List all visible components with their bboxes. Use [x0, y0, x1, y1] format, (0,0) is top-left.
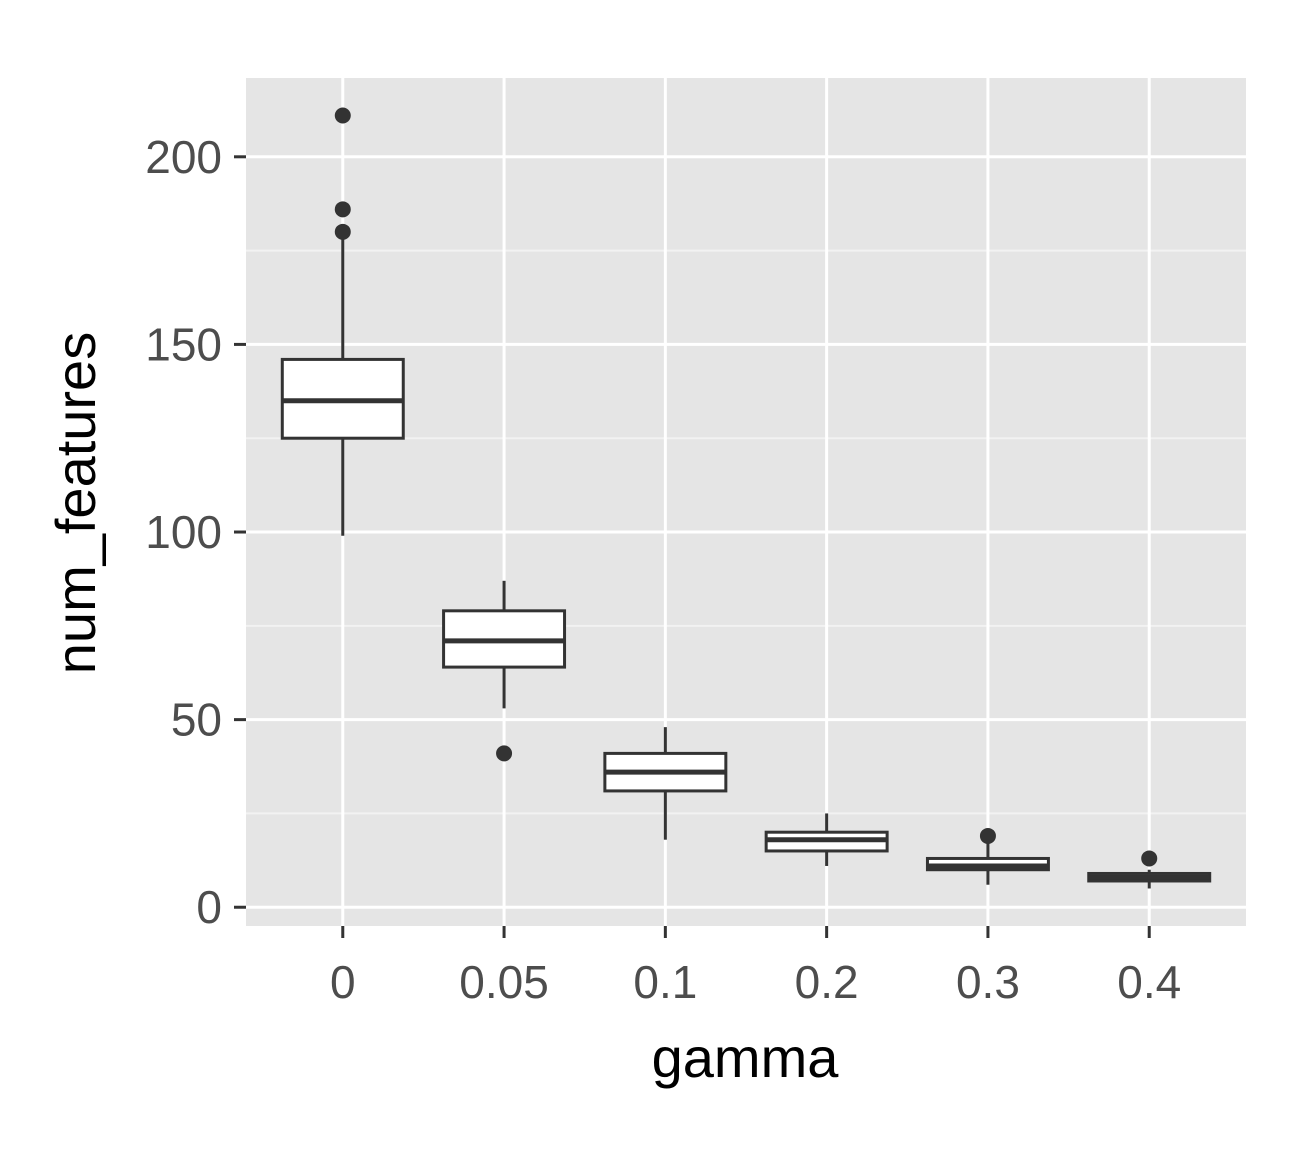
outlier-point — [1141, 850, 1158, 867]
minor-gridlines — [246, 249, 1246, 815]
major-gridlines — [246, 78, 1246, 926]
box-group — [1087, 850, 1212, 889]
y-tick-label: 100 — [145, 506, 222, 558]
x-tick-label: 0.4 — [1117, 956, 1181, 1008]
y-tick-label: 0 — [196, 881, 222, 933]
y-axis-title: num_features — [44, 332, 107, 674]
box-group — [603, 727, 728, 840]
box-group — [442, 580, 567, 762]
outlier-point — [334, 107, 351, 124]
y-tick-label: 200 — [145, 131, 222, 183]
box-group — [280, 107, 405, 536]
outlier-point — [496, 745, 513, 762]
outlier-point — [334, 223, 351, 240]
y-tick-label: 150 — [145, 318, 222, 370]
outlier-point — [334, 201, 351, 218]
x-tick-label: 0.1 — [633, 956, 697, 1008]
y-axis: 0 50 100 150 200 — [145, 131, 246, 933]
boxplot-series — [280, 107, 1212, 889]
x-axis: 0 0.05 0.1 0.2 0.3 0.4 — [330, 926, 1181, 1008]
x-tick-label: 0.3 — [956, 956, 1020, 1008]
x-tick-label: 0 — [330, 956, 356, 1008]
outlier-point — [979, 827, 996, 844]
box-group — [925, 827, 1050, 885]
x-tick-label: 0.05 — [459, 956, 549, 1008]
y-tick-label: 50 — [171, 694, 222, 746]
plot-panel — [246, 78, 1246, 926]
x-axis-title: gamma — [652, 1026, 840, 1089]
x-tick-label: 0.2 — [795, 956, 859, 1008]
box-group — [764, 813, 889, 866]
